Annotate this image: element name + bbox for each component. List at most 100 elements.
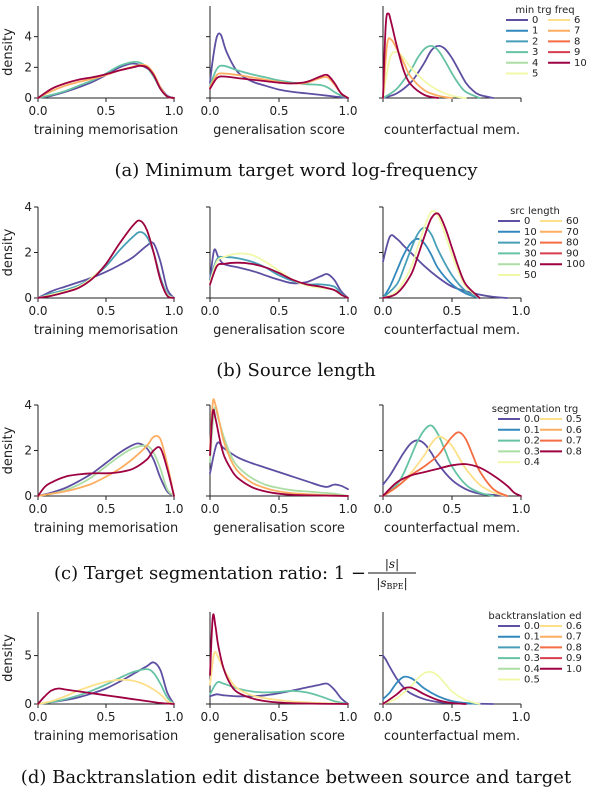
x-tick-label: 0.5	[96, 104, 115, 118]
series-line-0.1	[382, 675, 481, 705]
x-axis-label: training memorisation	[34, 123, 178, 138]
x-axis-label: generalisation score	[213, 521, 345, 536]
legend-title: backtranslation ed	[488, 611, 581, 622]
series-line-0.6	[37, 434, 175, 497]
x-tick-label: 0.5	[442, 502, 461, 516]
legend-entry: 0.8	[566, 446, 582, 457]
series-line-50	[382, 210, 481, 299]
series-line-0.0	[37, 442, 175, 497]
legend-entry: 0.4	[524, 457, 540, 468]
series-line-0.5	[382, 670, 481, 705]
x-tick-label: 0.0	[200, 304, 219, 318]
x-tick-label: 1.0	[164, 104, 183, 118]
y-tick-label: 5	[24, 649, 32, 663]
y-axis-label: density	[1, 228, 16, 276]
series-line-100	[209, 261, 349, 299]
panel-2-2: 0.0 0.5 1.0 counterfactual mem.	[373, 404, 531, 536]
y-axis-label: density	[1, 426, 16, 474]
legend-entry: 20	[524, 238, 537, 249]
y-tick-label: 4	[24, 200, 32, 214]
legend-entry: 60	[566, 216, 579, 227]
series-line-0	[37, 241, 175, 299]
legend-entry: 90	[566, 248, 579, 259]
legend-entry: 0.5	[524, 675, 540, 686]
y-tick-label: 0	[24, 291, 32, 305]
series-line-0	[382, 234, 509, 299]
legend-entry: 70	[566, 227, 579, 238]
x-axis-label: counterfactual mem.	[384, 323, 520, 338]
series-line-3	[209, 64, 349, 99]
series-line-0.0	[209, 441, 349, 491]
legend-entry: 1	[532, 26, 538, 37]
series-line-0.3	[209, 681, 349, 705]
panel-1-2: 0.0 0.5 1.0 counterfactual mem.	[373, 206, 531, 338]
x-tick-label: 1.0	[164, 710, 183, 724]
panel-3-0: 0 5 0.0 0.5 1.0 training memorisation	[24, 612, 184, 744]
legend-entry: 4	[532, 58, 538, 69]
y-tick-label: 0	[24, 697, 32, 711]
series-line-1.0	[382, 686, 467, 705]
caption: (c) Target segmentation ratio: 1 −	[54, 563, 366, 584]
y-tick-label: 0	[24, 91, 32, 105]
panel-0-1: 0.0 0.5 1.0 generalisation score	[200, 6, 358, 138]
legend-entry: 0.1	[524, 425, 540, 436]
x-tick-label: 0.0	[28, 502, 47, 516]
y-tick-label: 2	[24, 444, 32, 458]
x-axis-label: training memorisation	[34, 323, 178, 338]
x-tick-label: 1.0	[511, 710, 530, 724]
caption: (d) Backtranslation edit distance betwee…	[21, 767, 572, 788]
legend-entry: 6	[574, 15, 580, 26]
legend-entry: 5	[532, 69, 538, 80]
y-tick-label: 4	[24, 398, 32, 412]
series-line-0.3	[37, 444, 175, 497]
series-line-0.7	[382, 431, 509, 497]
y-tick-label: 2	[24, 246, 32, 260]
legend-entry: 0.6	[566, 621, 582, 632]
legend-entry: 0	[524, 216, 530, 227]
legend-entry: 0.3	[524, 653, 540, 664]
x-tick-label: 0.5	[269, 502, 288, 516]
y-axis-label: density	[1, 634, 16, 682]
panel-1-0: 0 2 4 0.0 0.5 1.0 training memorisation	[24, 200, 183, 338]
legend-entry: 0.5	[566, 414, 582, 425]
legend-entry: 0.0	[524, 414, 540, 425]
series-line-100	[382, 212, 481, 299]
legend-entry: 30	[524, 248, 537, 259]
legend-entry: 80	[566, 238, 579, 249]
x-tick-label: 0.5	[269, 104, 288, 118]
x-tick-label: 0.0	[28, 710, 47, 724]
series-line-5	[382, 50, 467, 99]
series-line-0.3	[209, 406, 349, 497]
x-tick-label: 1.0	[338, 502, 357, 516]
x-axis-label: generalisation score	[213, 323, 345, 338]
series-line-1.0	[209, 613, 349, 705]
series-line-7	[382, 37, 453, 99]
legend-entry: 100	[566, 259, 585, 270]
series-line-1.0	[37, 687, 175, 705]
caption-fraction-numerator: |s|	[385, 557, 399, 571]
chart-row-0: density 0 2 4 0.0 0.5 1.0 training memorisation…	[1, 5, 587, 181]
x-tick-label: 1.0	[338, 304, 357, 318]
legend-entry: 0.7	[566, 436, 582, 447]
panel-2-1: 0.0 0.5 1.0 generalisation score	[200, 398, 358, 536]
legend-entry: 40	[524, 259, 537, 270]
y-axis-label: density	[1, 28, 16, 76]
panel-3-1: 0.0 0.5 1.0 generalisation score	[200, 612, 358, 744]
legend-entry: 0.3	[524, 446, 540, 457]
x-tick-label: 0.5	[96, 304, 115, 318]
legend-entry: 0.0	[524, 621, 540, 632]
x-tick-label: 0.5	[442, 304, 461, 318]
legend-entry: 0.6	[566, 425, 582, 436]
x-tick-label: 0.0	[373, 710, 392, 724]
panel-2-0: 0 2 4 0.0 0.5 1.0 training memorisation	[24, 398, 183, 536]
series-line-0.8	[37, 446, 175, 497]
x-tick-label: 0.0	[200, 104, 219, 118]
legend-title: src length	[510, 206, 560, 217]
x-tick-label: 0.5	[269, 304, 288, 318]
legend-entry: 0.9	[566, 653, 582, 664]
x-tick-label: 1.0	[164, 502, 183, 516]
x-tick-label: 0.5	[269, 710, 288, 724]
